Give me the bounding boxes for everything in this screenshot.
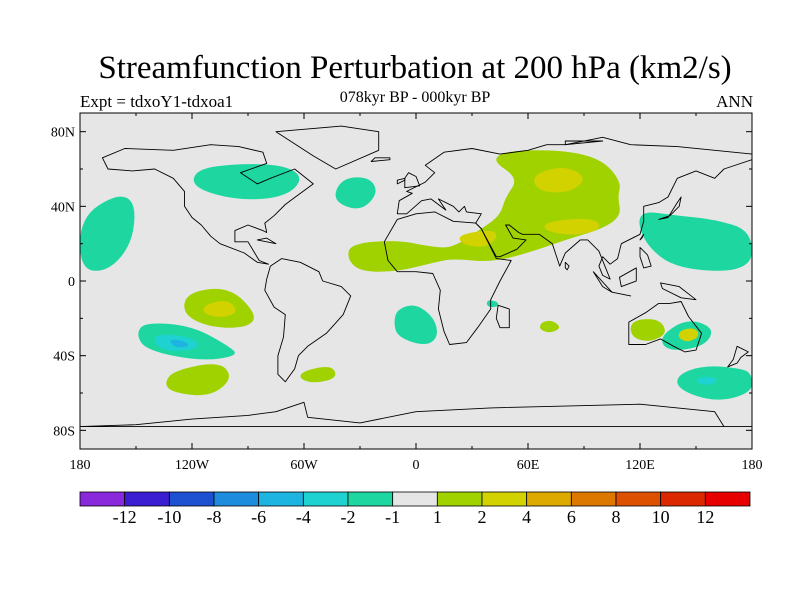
colorbar-swatch [526, 491, 572, 507]
coastline [275, 125, 380, 170]
contour-region [534, 167, 583, 193]
colorbar-swatch [481, 491, 528, 507]
contour-region [166, 364, 229, 396]
contour-region [639, 212, 752, 271]
x-axis: 180 120W 60W 0 60E 120E 180 [70, 113, 763, 473]
coastline [619, 267, 637, 288]
colorbar-swatch [392, 491, 438, 507]
colorbar-label: 4 [522, 507, 531, 527]
coastline [396, 177, 406, 185]
coastline [660, 282, 697, 301]
coastline [628, 301, 703, 353]
y-tick-label: 40S [53, 350, 75, 365]
experiment-label: Expt = tdxoY1-tdxoa1 [80, 92, 234, 111]
colorbar-label: 2 [478, 507, 487, 527]
coastline [658, 196, 682, 220]
colorbar-swatch [704, 491, 751, 507]
colorbar-swatch [302, 491, 349, 507]
season-label: ANN [716, 92, 753, 111]
colorbar-label: 12 [696, 507, 714, 527]
plot-background [80, 113, 752, 449]
colorbar-swatch [436, 491, 483, 507]
colorbar-label: 6 [567, 507, 576, 527]
coastline [80, 401, 752, 428]
coastline [264, 258, 352, 383]
colorbar-label: -12 [113, 507, 137, 527]
colorbar-label: -6 [251, 507, 266, 527]
coastline [101, 144, 314, 265]
colorbar-swatch [570, 491, 617, 507]
period-label: 078kyr BP - 000kyr BP [339, 89, 491, 106]
coastline [564, 261, 570, 271]
x-tick-label: 60W [290, 458, 318, 473]
colorbar-label: 10 [652, 507, 670, 527]
contour-fills [80, 150, 752, 400]
contour-region [678, 328, 699, 342]
x-tick-label: 120W [175, 458, 210, 473]
colorbar-swatch [258, 491, 304, 507]
coastline [256, 237, 277, 245]
y-tick-label: 40N [51, 200, 75, 215]
colorbar-swatch [213, 491, 260, 507]
colorbar-swatch [79, 491, 126, 507]
contour-region [193, 164, 300, 200]
coastline [611, 291, 632, 297]
colorbar-swatch [347, 491, 394, 507]
colorbar-label: -10 [157, 507, 181, 527]
colorbar-swatch [660, 491, 706, 507]
colorbar-label: 1 [433, 507, 442, 527]
x-tick-label: 0 [413, 458, 420, 473]
colorbar-label: -4 [296, 507, 311, 527]
y-tick-label: 80N [51, 126, 75, 141]
contour-region [539, 320, 560, 333]
page-title: Streamfunction Perturbation at 200 hPa (… [98, 50, 732, 86]
colorbar-swatch [124, 491, 170, 507]
colorbar-label: -1 [385, 507, 400, 527]
x-tick-label: 180 [70, 458, 91, 473]
contour-region [394, 305, 437, 344]
x-tick-label: 120E [625, 458, 655, 473]
y-axis: 80N 40N 0 40S 80S [51, 126, 752, 439]
coastlines [80, 125, 752, 428]
x-tick-label: 60E [517, 458, 540, 473]
contour-region [335, 177, 376, 209]
colorbar-label: 8 [612, 507, 621, 527]
contour-region [486, 300, 499, 308]
coastline [383, 211, 512, 345]
coastline [639, 233, 645, 241]
contour-region [697, 376, 717, 385]
colorbar: -12 -10 -8 -6 -4 -2 -1 1 2 4 6 8 10 12 [79, 491, 751, 527]
coastline [370, 157, 391, 162]
contour-region [300, 366, 336, 383]
colorbar-swatch [168, 491, 215, 507]
coastline [592, 271, 613, 293]
coastline [639, 246, 652, 269]
colorbar-swatch [615, 491, 662, 507]
contour-region [170, 339, 189, 348]
contour-region [80, 196, 135, 271]
contour-region [544, 218, 600, 235]
contour-region [630, 319, 665, 341]
x-tick-label: 180 [742, 458, 763, 473]
colorbar-label: -2 [341, 507, 356, 527]
y-tick-label: 0 [68, 275, 75, 290]
coastline [495, 304, 510, 329]
contour-region [203, 301, 236, 317]
coastline [564, 140, 604, 146]
contour-region [677, 366, 752, 400]
colorbar-label: -8 [207, 507, 222, 527]
coastline [727, 345, 749, 368]
coastline [396, 136, 752, 280]
contour-region [459, 230, 497, 247]
y-tick-label: 80S [53, 424, 75, 439]
